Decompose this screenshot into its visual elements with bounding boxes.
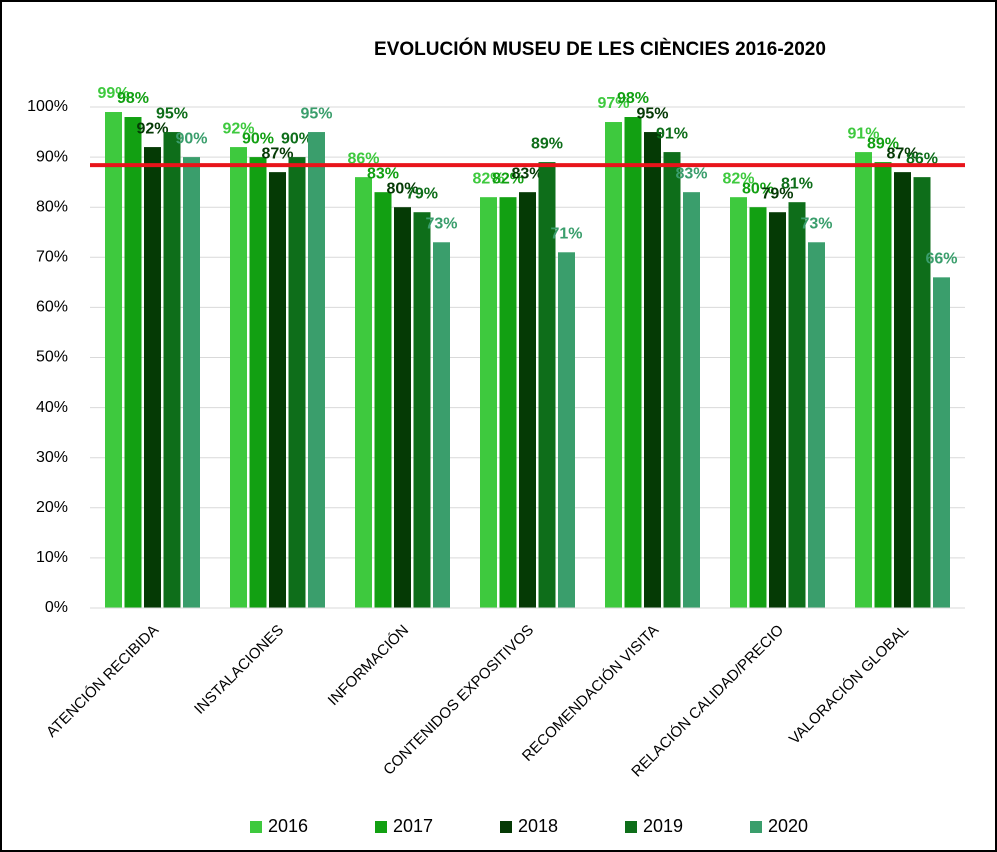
legend-label: 2019 bbox=[643, 816, 683, 836]
bar bbox=[913, 177, 931, 608]
data-label: 90% bbox=[281, 130, 313, 147]
bar bbox=[788, 202, 806, 608]
legend-swatch bbox=[250, 821, 262, 833]
y-tick-label: 20% bbox=[36, 499, 68, 516]
data-label: 92% bbox=[222, 120, 254, 137]
bar bbox=[683, 192, 700, 609]
bar bbox=[288, 157, 306, 608]
data-label: 82% bbox=[492, 170, 524, 187]
data-label: 82% bbox=[472, 170, 504, 187]
bar bbox=[538, 162, 556, 609]
data-label: 79% bbox=[406, 185, 438, 202]
legend-swatch bbox=[375, 821, 387, 833]
data-label: 95% bbox=[156, 105, 188, 122]
bar bbox=[163, 132, 181, 609]
data-label: 66% bbox=[925, 251, 957, 268]
bar bbox=[480, 197, 497, 608]
bar bbox=[769, 212, 786, 608]
bar bbox=[374, 192, 392, 609]
data-label: 95% bbox=[300, 105, 332, 122]
bar bbox=[874, 162, 892, 609]
y-tick-label: 30% bbox=[36, 449, 68, 466]
data-label: 71% bbox=[550, 226, 582, 243]
bar bbox=[663, 152, 681, 608]
y-tick-label: 70% bbox=[36, 249, 68, 266]
bar bbox=[558, 252, 575, 609]
bar bbox=[519, 192, 536, 609]
bar bbox=[269, 172, 286, 608]
data-label: 92% bbox=[136, 120, 168, 137]
data-label: 95% bbox=[636, 105, 668, 122]
y-tick-label: 50% bbox=[36, 349, 68, 366]
legend-label: 2017 bbox=[393, 816, 433, 836]
legend-swatch bbox=[750, 821, 762, 833]
legend-swatch bbox=[625, 821, 637, 833]
data-label: 83% bbox=[367, 165, 399, 182]
data-label: 79% bbox=[761, 185, 793, 202]
y-tick-label: 100% bbox=[27, 98, 68, 115]
data-label: 87% bbox=[261, 145, 293, 162]
bar bbox=[105, 112, 122, 608]
data-label: 91% bbox=[656, 125, 688, 142]
y-tick-label: 0% bbox=[45, 599, 68, 616]
bar bbox=[355, 177, 372, 608]
bar bbox=[249, 157, 267, 608]
chart-title: EVOLUCIÓN MUSEU DE LES CIÈNCIES 2016-202… bbox=[374, 38, 826, 60]
data-label: 98% bbox=[617, 90, 649, 107]
bar bbox=[499, 197, 517, 608]
bar bbox=[413, 212, 431, 608]
legend-label: 2020 bbox=[768, 816, 808, 836]
bar bbox=[855, 152, 872, 608]
y-tick-label: 90% bbox=[36, 148, 68, 165]
bar bbox=[308, 132, 325, 609]
y-tick-label: 10% bbox=[36, 549, 68, 566]
data-label: 82% bbox=[722, 170, 754, 187]
data-label: 98% bbox=[117, 90, 149, 107]
data-label: 87% bbox=[886, 145, 918, 162]
y-tick-label: 80% bbox=[36, 198, 68, 215]
bar bbox=[808, 242, 825, 608]
legend-label: 2018 bbox=[518, 816, 558, 836]
bar bbox=[394, 207, 411, 608]
bar bbox=[605, 122, 622, 608]
data-label: 90% bbox=[175, 130, 207, 147]
y-tick-label: 40% bbox=[36, 399, 68, 416]
data-label: 83% bbox=[511, 165, 543, 182]
data-label: 80% bbox=[742, 180, 774, 197]
legend-label: 2016 bbox=[268, 816, 308, 836]
data-label: 99% bbox=[97, 85, 129, 102]
bar bbox=[124, 117, 142, 609]
data-label: 89% bbox=[531, 135, 563, 152]
data-label: 91% bbox=[847, 125, 879, 142]
y-tick-label: 60% bbox=[36, 299, 68, 316]
data-label: 81% bbox=[781, 175, 813, 192]
bar bbox=[230, 147, 247, 608]
data-label: 97% bbox=[597, 95, 629, 112]
bar bbox=[894, 172, 911, 608]
bar bbox=[644, 132, 661, 609]
data-label: 80% bbox=[386, 180, 418, 197]
bar bbox=[433, 242, 450, 608]
bar bbox=[749, 207, 767, 608]
legend-swatch bbox=[500, 821, 512, 833]
bar bbox=[624, 117, 642, 609]
data-label: 73% bbox=[425, 215, 457, 232]
data-label: 83% bbox=[675, 165, 707, 182]
data-label: 90% bbox=[242, 130, 274, 147]
bar bbox=[730, 197, 747, 608]
bar bbox=[183, 157, 200, 608]
bar bbox=[144, 147, 161, 608]
data-label: 89% bbox=[867, 135, 899, 152]
data-label: 73% bbox=[800, 215, 832, 232]
bar bbox=[933, 277, 950, 608]
